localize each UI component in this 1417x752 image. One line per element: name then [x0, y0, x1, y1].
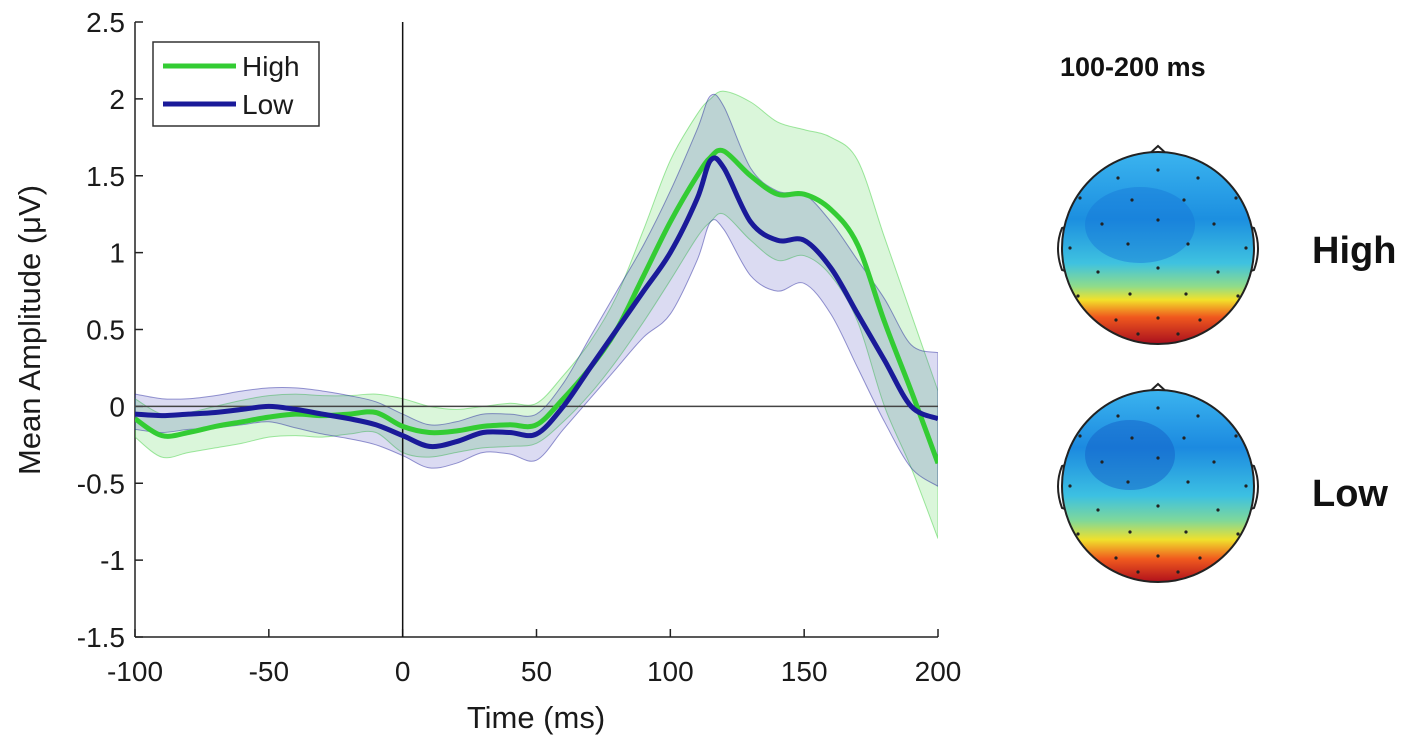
electrode-dot	[1176, 570, 1180, 574]
electrode-dot	[1096, 508, 1100, 512]
electrode-dot	[1244, 484, 1248, 488]
electrode-dot	[1234, 196, 1238, 200]
y-tick-label: 2	[109, 84, 125, 115]
confidence-bands	[135, 90, 938, 539]
y-axis-title: Mean Amplitude (μV)	[12, 185, 47, 475]
electrode-dot	[1186, 242, 1190, 246]
legend-label-high: High	[242, 51, 300, 82]
negative-region-high	[1085, 187, 1195, 263]
electrode-dot	[1186, 480, 1190, 484]
electrode-dot	[1130, 436, 1134, 440]
electrode-dot	[1100, 460, 1104, 464]
electrode-dot	[1156, 554, 1160, 558]
topomap-high	[1057, 144, 1259, 345]
electrodes-high	[1068, 168, 1248, 336]
electrode-dot	[1198, 556, 1202, 560]
electrode-dot	[1114, 318, 1118, 322]
electrode-dot	[1076, 294, 1080, 298]
y-tick-label: -0.5	[77, 468, 125, 499]
y-tick-label: 0	[109, 391, 125, 422]
series-line-low	[135, 155, 938, 450]
electrode-dot	[1244, 246, 1248, 250]
x-tick-label: 0	[395, 656, 411, 687]
electrode-dot	[1078, 196, 1082, 200]
y-tick-label: 1.5	[86, 161, 125, 192]
legend-label-low: Low	[242, 89, 294, 120]
electrode-dot	[1176, 332, 1180, 336]
x-tick-label: -100	[107, 656, 163, 687]
electrode-dot	[1198, 318, 1202, 322]
electrode-dot	[1114, 556, 1118, 560]
x-tick-label: 100	[647, 656, 694, 687]
electrode-dot	[1196, 176, 1200, 180]
electrode-dot	[1184, 292, 1188, 296]
electrode-dot	[1078, 434, 1082, 438]
topomap-label-low: Low	[1312, 473, 1388, 515]
topomap-window-title: 100-200 ms	[1060, 52, 1206, 82]
electrode-dot	[1136, 332, 1140, 336]
electrode-dot	[1156, 456, 1160, 460]
y-tick-label: 0.5	[86, 315, 125, 346]
electrode-dot	[1234, 434, 1238, 438]
electrode-dot	[1182, 436, 1186, 440]
electrode-dot	[1076, 532, 1080, 536]
electrode-dot	[1068, 484, 1072, 488]
x-tick-label: 150	[781, 656, 828, 687]
y-tick-label: 2.5	[86, 7, 125, 38]
legend-box	[152, 41, 320, 127]
tick-labels: -1.5 -1 -0.5 0 0.5 1 1.5 2 2.5 -100 -50 0 50 100 150 20…	[77, 7, 962, 687]
electrode-dot	[1128, 530, 1132, 534]
head-outline-high	[1061, 151, 1255, 345]
electrode-dot	[1216, 508, 1220, 512]
electrode-dot	[1182, 198, 1186, 202]
electrode-dot	[1126, 480, 1130, 484]
series-lines	[135, 147, 938, 465]
plot-area: -1.5 -1 -0.5 0 0.5 1 1.5 2 2.5 -100 -50 0 50 100 150 20…	[77, 7, 962, 687]
band-high	[135, 90, 938, 539]
electrode-dot	[1156, 316, 1160, 320]
y-tick-label: -1	[100, 545, 125, 576]
electrode-dot	[1156, 504, 1160, 508]
electrode-dot	[1212, 222, 1216, 226]
electrode-dot	[1156, 266, 1160, 270]
topomap-low	[1057, 382, 1259, 583]
electrode-dot	[1236, 532, 1240, 536]
series-line-high	[135, 147, 938, 465]
topomap-label-high: High	[1312, 230, 1397, 272]
electrode-dot	[1196, 414, 1200, 418]
electrodes-low	[1068, 406, 1248, 574]
scalp-map-high	[1062, 152, 1254, 344]
electrode-dot	[1236, 294, 1240, 298]
negative-region-low	[1085, 420, 1175, 490]
x-tick-label: 50	[521, 656, 552, 687]
y-tick-label: -1.5	[77, 622, 125, 653]
electrode-dot	[1130, 198, 1134, 202]
electrode-dot	[1068, 246, 1072, 250]
x-tick-label: -50	[249, 656, 289, 687]
electrode-dot	[1116, 414, 1120, 418]
electrode-dot	[1156, 218, 1160, 222]
electrode-dot	[1136, 570, 1140, 574]
electrode-dot	[1216, 270, 1220, 274]
electrode-dot	[1184, 530, 1188, 534]
electrode-dot	[1156, 168, 1160, 172]
electrode-dot	[1156, 406, 1160, 410]
electrode-dot	[1128, 292, 1132, 296]
electrode-dot	[1100, 222, 1104, 226]
electrode-dot	[1212, 460, 1216, 464]
electrode-dot	[1126, 242, 1130, 246]
legend: High Low	[152, 41, 320, 127]
x-axis-title: Time (ms)	[467, 700, 605, 735]
electrode-dot	[1116, 176, 1120, 180]
head-outline-low	[1061, 389, 1255, 583]
electrode-dot	[1096, 270, 1100, 274]
x-tick-label: 200	[915, 656, 962, 687]
y-tick-label: 1	[109, 238, 125, 269]
